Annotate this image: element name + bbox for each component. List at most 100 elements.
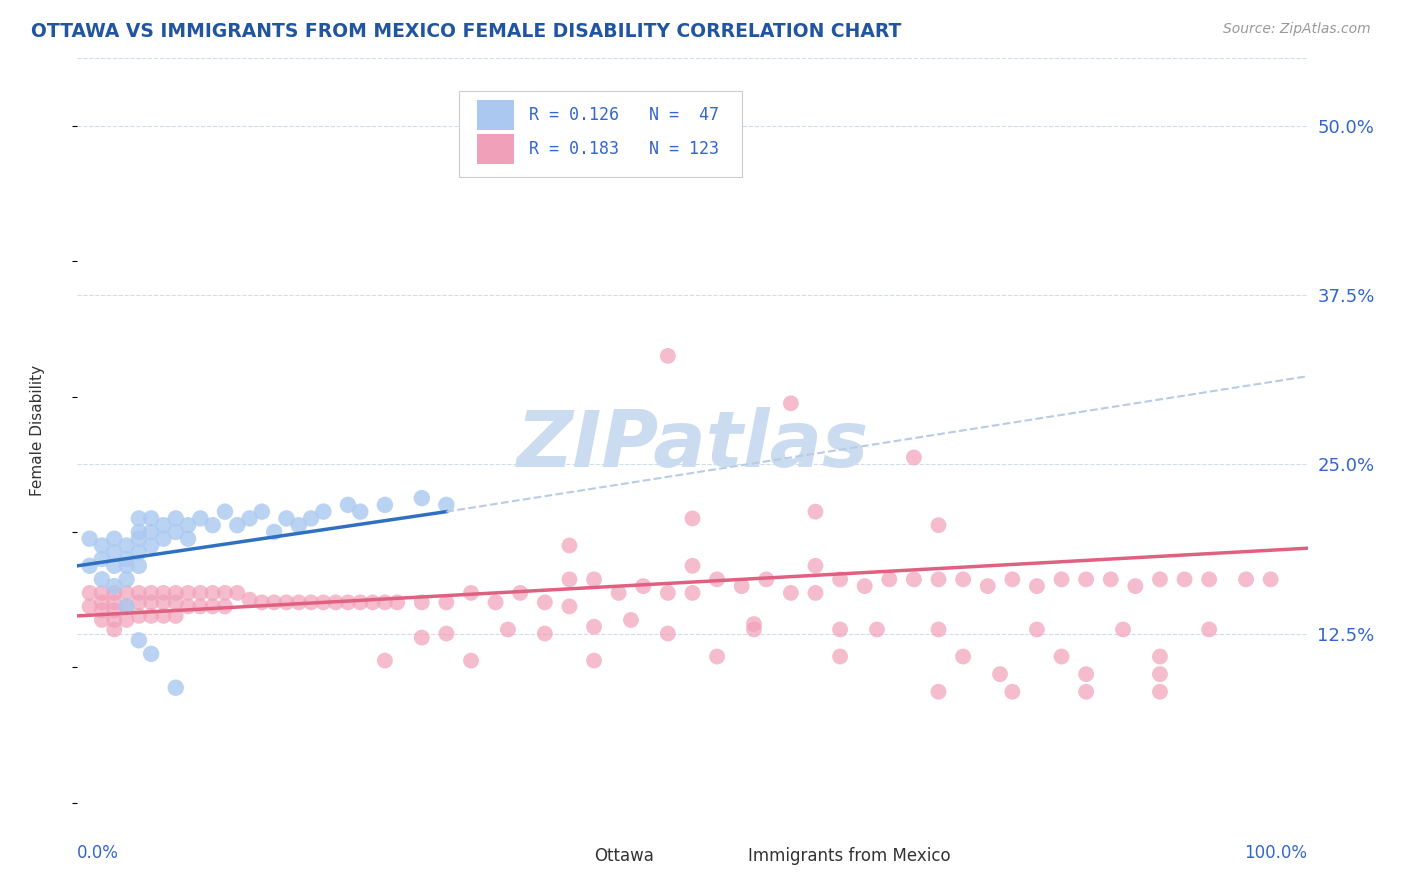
- Point: [312, 505, 335, 519]
- Point: [583, 620, 606, 634]
- Point: [349, 595, 371, 609]
- Point: [1001, 573, 1024, 587]
- Point: [1050, 573, 1073, 587]
- Point: [804, 505, 827, 519]
- Point: [460, 586, 482, 600]
- Point: [1198, 573, 1220, 587]
- Point: [115, 586, 138, 600]
- Point: [374, 595, 396, 609]
- Text: ZIPatlas: ZIPatlas: [516, 408, 869, 483]
- Point: [706, 573, 728, 587]
- Point: [988, 667, 1011, 681]
- Point: [558, 539, 581, 553]
- Point: [657, 586, 679, 600]
- Point: [583, 573, 606, 587]
- Point: [103, 595, 125, 609]
- Point: [152, 608, 174, 623]
- Point: [830, 573, 852, 587]
- Point: [374, 654, 396, 668]
- Point: [152, 595, 174, 609]
- Point: [1026, 579, 1049, 593]
- Point: [79, 599, 101, 614]
- FancyBboxPatch shape: [477, 101, 515, 130]
- Point: [299, 511, 322, 525]
- Point: [830, 649, 852, 664]
- Point: [436, 626, 458, 640]
- Point: [188, 599, 212, 614]
- Point: [165, 608, 187, 623]
- Point: [239, 511, 262, 525]
- Point: [325, 595, 347, 609]
- Point: [115, 599, 138, 614]
- Point: [1112, 623, 1135, 637]
- Point: [928, 518, 950, 533]
- Point: [349, 505, 371, 519]
- Point: [496, 623, 519, 637]
- Point: [952, 573, 974, 587]
- Point: [128, 608, 150, 623]
- Point: [90, 586, 114, 600]
- Point: [201, 599, 224, 614]
- FancyBboxPatch shape: [477, 134, 515, 164]
- Point: [1076, 667, 1098, 681]
- Point: [103, 558, 125, 573]
- Point: [115, 599, 138, 614]
- Point: [90, 573, 114, 587]
- Point: [742, 623, 765, 637]
- Point: [115, 552, 138, 566]
- Point: [337, 498, 360, 512]
- Point: [103, 579, 125, 593]
- Text: 100.0%: 100.0%: [1244, 844, 1308, 862]
- Point: [128, 545, 150, 559]
- Point: [79, 586, 101, 600]
- Point: [312, 595, 335, 609]
- Point: [1076, 685, 1098, 699]
- Point: [1198, 623, 1220, 637]
- Point: [657, 349, 679, 363]
- Point: [226, 586, 249, 600]
- Point: [188, 511, 212, 525]
- Point: [177, 532, 200, 546]
- Point: [866, 623, 889, 637]
- Point: [103, 613, 125, 627]
- Point: [90, 552, 114, 566]
- Point: [952, 649, 974, 664]
- Text: Source: ZipAtlas.com: Source: ZipAtlas.com: [1223, 22, 1371, 37]
- Point: [128, 532, 150, 546]
- Point: [558, 599, 581, 614]
- Point: [141, 647, 163, 661]
- Text: R = 0.126   N =  47: R = 0.126 N = 47: [529, 106, 718, 124]
- Point: [853, 579, 876, 593]
- Point: [115, 539, 138, 553]
- Point: [201, 518, 224, 533]
- Point: [804, 586, 827, 600]
- Point: [128, 524, 150, 539]
- Text: Immigrants from Mexico: Immigrants from Mexico: [748, 847, 950, 865]
- Point: [620, 613, 643, 627]
- Point: [534, 595, 557, 609]
- Point: [214, 505, 236, 519]
- Point: [411, 595, 433, 609]
- Point: [742, 617, 765, 632]
- Point: [141, 524, 163, 539]
- Point: [152, 532, 174, 546]
- Point: [583, 654, 606, 668]
- Point: [288, 518, 311, 533]
- Point: [128, 595, 150, 609]
- Point: [1099, 573, 1122, 587]
- Point: [263, 595, 285, 609]
- FancyBboxPatch shape: [458, 92, 742, 178]
- Point: [239, 592, 262, 607]
- Point: [1149, 667, 1171, 681]
- Point: [152, 586, 174, 600]
- Point: [830, 623, 852, 637]
- Point: [90, 595, 114, 609]
- Point: [755, 573, 778, 587]
- Text: Female Disability: Female Disability: [31, 365, 45, 496]
- Point: [250, 595, 273, 609]
- Point: [79, 558, 101, 573]
- Point: [103, 603, 125, 617]
- Point: [361, 595, 384, 609]
- Point: [90, 613, 114, 627]
- Point: [177, 599, 200, 614]
